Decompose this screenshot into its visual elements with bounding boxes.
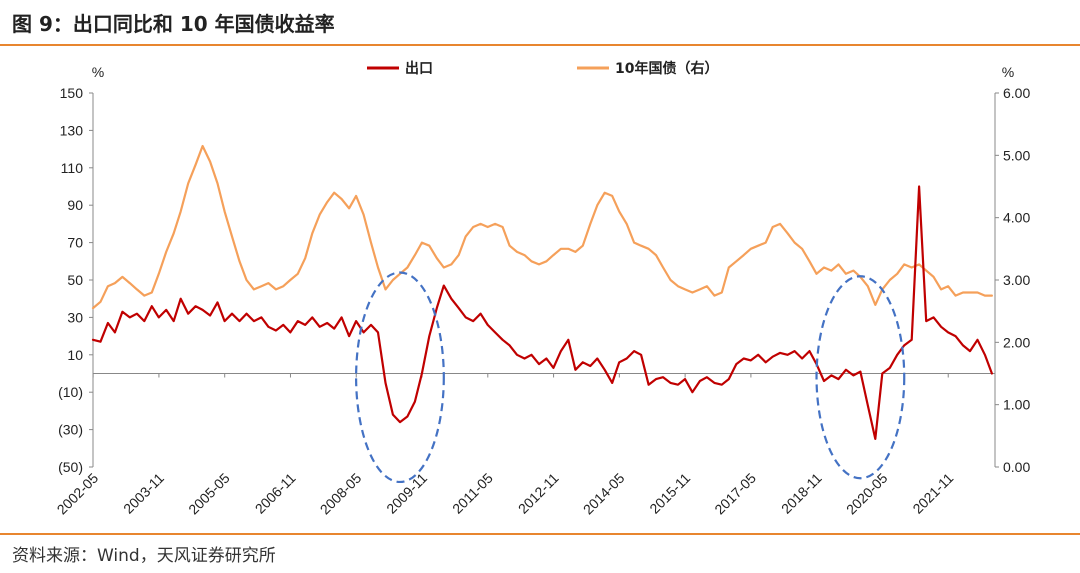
left-tick-label: 110 xyxy=(61,160,84,176)
right-tick-label: 5.00 xyxy=(1003,147,1030,163)
x-tick-label: 2015-11 xyxy=(646,470,693,517)
highlight-ellipse-1 xyxy=(355,271,445,484)
left-axis-unit: % xyxy=(92,64,104,80)
left-tick-label: 90 xyxy=(67,197,83,213)
right-tick-label: 4.00 xyxy=(1003,210,1030,226)
x-tick-label: 2021-11 xyxy=(909,470,956,517)
x-tick-label: 2006-11 xyxy=(252,470,299,517)
x-tick-label: 2009-11 xyxy=(383,470,430,517)
left-tick-label: (50) xyxy=(58,459,83,475)
x-tick-label: 2014-05 xyxy=(580,470,628,518)
x-tick-label: 2005-05 xyxy=(185,470,233,518)
source-note: 资料来源：Wind，天风证券研究所 xyxy=(12,546,276,566)
series-line-bond xyxy=(91,144,994,310)
left-tick-label: 50 xyxy=(67,272,83,288)
x-axis-ticks: 2002-05 2003-11 2005-05 2006-11 2008-05 2009-… xyxy=(54,373,956,518)
series-layer xyxy=(91,144,994,440)
right-axis-ticks: 6.00 5.00 4.00 3.00 2.00 1.00 0.00 xyxy=(995,85,1030,475)
x-tick-label: 2011-05 xyxy=(449,470,496,517)
x-tick-label: 2003-11 xyxy=(120,470,167,517)
title-divider xyxy=(0,44,1080,46)
left-tick-label: 10 xyxy=(67,347,83,363)
left-tick-label: 150 xyxy=(60,85,84,101)
right-tick-label: 1.00 xyxy=(1003,397,1030,413)
left-axis-ticks: 150 130 110 90 70 50 30 10 (10) (30) (50) xyxy=(58,85,93,475)
x-tick-label: 2002-05 xyxy=(54,470,102,518)
legend: 出口 10年国债（右） xyxy=(367,60,718,77)
x-tick-label: 2018-11 xyxy=(778,470,825,517)
legend-label-export: 出口 xyxy=(405,60,433,77)
left-tick-label: 130 xyxy=(60,122,84,138)
right-tick-label: 3.00 xyxy=(1003,272,1030,288)
x-tick-label: 2017-05 xyxy=(711,470,759,518)
left-tick-label: 70 xyxy=(67,235,83,251)
legend-label-bond: 10年国债（右） xyxy=(615,60,718,77)
right-axis-unit: % xyxy=(1002,64,1014,80)
footer-divider xyxy=(0,533,1080,535)
right-tick-label: 6.00 xyxy=(1003,85,1030,101)
left-tick-label: 30 xyxy=(67,309,83,325)
right-tick-label: 0.00 xyxy=(1003,459,1030,475)
x-tick-label: 2012-11 xyxy=(515,470,562,517)
right-tick-label: 2.00 xyxy=(1003,334,1030,350)
highlight-ellipse-2 xyxy=(815,275,906,480)
annotation-layer xyxy=(355,271,906,484)
chart-title: 图 9：出口同比和 10 年国债收益率 xyxy=(12,12,335,36)
left-tick-label: (30) xyxy=(58,422,83,438)
left-tick-label: (10) xyxy=(58,384,83,400)
axes xyxy=(92,93,996,467)
series-line-export xyxy=(91,185,994,440)
x-tick-label: 2008-05 xyxy=(317,470,365,518)
